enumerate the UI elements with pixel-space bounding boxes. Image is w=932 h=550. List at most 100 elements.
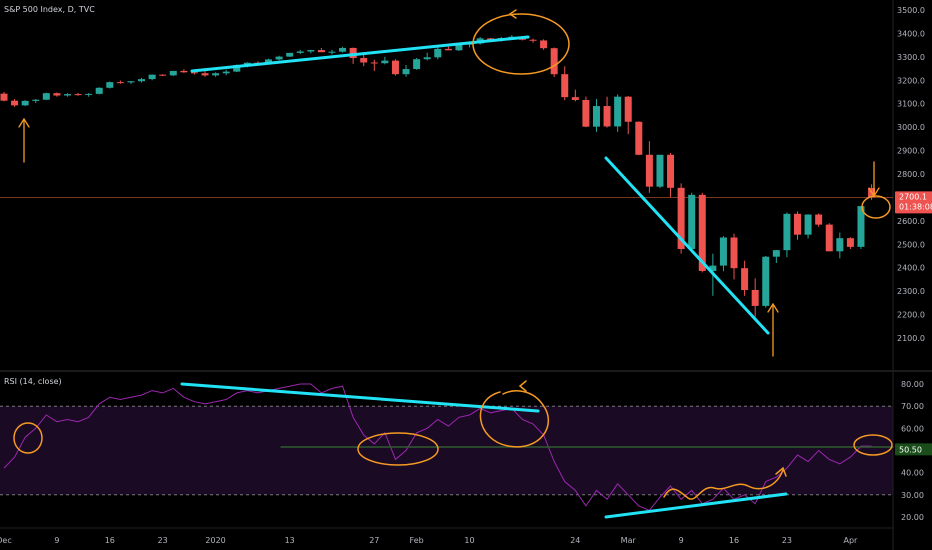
circle-rsi-feb[interactable] bbox=[479, 390, 549, 448]
candle bbox=[603, 96, 611, 128]
time-tick-label: 27 bbox=[369, 536, 379, 545]
candle bbox=[614, 94, 622, 132]
circle-price-last[interactable] bbox=[861, 195, 891, 219]
candle-body bbox=[339, 47, 347, 52]
trendline-price-uptrend[interactable] bbox=[190, 35, 530, 73]
candle-body bbox=[571, 97, 579, 100]
candle-body bbox=[794, 213, 801, 235]
candle-body bbox=[127, 81, 135, 83]
rsi-band bbox=[0, 406, 893, 495]
candle-body bbox=[677, 187, 685, 249]
candle-body bbox=[434, 48, 442, 58]
time-tick-label: 2020 bbox=[205, 536, 225, 545]
candle-body bbox=[53, 93, 61, 96]
candle bbox=[307, 49, 315, 54]
trendline-rsi-down[interactable] bbox=[180, 382, 540, 413]
candle-body bbox=[846, 238, 854, 247]
candle bbox=[741, 260, 749, 296]
rsi-tick-label: 20.00 bbox=[901, 513, 924, 522]
candle-body bbox=[190, 72, 198, 74]
rsi-tick-label: 80.00 bbox=[901, 380, 924, 389]
candle-body bbox=[815, 214, 823, 225]
candle-body bbox=[317, 50, 325, 53]
trendline-rsi-up[interactable] bbox=[604, 492, 788, 519]
price-tick-label: 3500.0 bbox=[897, 6, 925, 15]
candle bbox=[106, 81, 114, 89]
arrow-up-mar-head[interactable] bbox=[767, 302, 779, 313]
time-tick-label: Mar bbox=[621, 536, 637, 545]
time-tick-label: 9 bbox=[54, 536, 59, 545]
circle-rsi-dec[interactable] bbox=[13, 422, 43, 454]
curve-rsi-mar[interactable] bbox=[663, 469, 784, 500]
candle bbox=[762, 256, 770, 308]
candle bbox=[846, 237, 854, 249]
candle-body bbox=[265, 59, 272, 63]
candle-body bbox=[233, 65, 241, 72]
candle bbox=[635, 121, 643, 156]
candle-body bbox=[32, 99, 40, 101]
curve-rsi-mar-arrow[interactable] bbox=[775, 466, 787, 477]
candle bbox=[815, 213, 823, 227]
candle-body bbox=[762, 256, 770, 306]
circle-rsi-last[interactable] bbox=[853, 434, 893, 456]
time-tick-label: Feb bbox=[410, 536, 424, 545]
circle-price-top[interactable] bbox=[472, 13, 570, 75]
candle bbox=[645, 141, 653, 193]
time-axis[interactable]: Dec 9 16 23 2020 13 27 Feb 10 24 Mar 9 16 23 Apr bbox=[0, 536, 858, 545]
price-tick-label: 3100.0 bbox=[897, 100, 925, 109]
candle-body bbox=[719, 237, 727, 266]
candle bbox=[339, 46, 347, 53]
candle bbox=[667, 152, 675, 198]
candle-body bbox=[349, 47, 357, 59]
candle-body bbox=[772, 250, 780, 257]
time-tick-label: 10 bbox=[464, 536, 474, 545]
time-tick-label: 23 bbox=[782, 536, 792, 545]
candle-body bbox=[286, 52, 294, 57]
candle-body bbox=[360, 58, 368, 63]
arrow-up-dec-head[interactable] bbox=[18, 117, 30, 128]
candle-body bbox=[148, 74, 156, 80]
candle-body bbox=[413, 59, 421, 70]
candle-body bbox=[698, 194, 706, 271]
candle bbox=[794, 211, 801, 240]
candle-body bbox=[751, 289, 759, 306]
rsi-last-value: 50.50 bbox=[899, 445, 922, 454]
candle-body bbox=[402, 69, 410, 75]
candle-body bbox=[381, 60, 389, 64]
candle bbox=[0, 92, 8, 102]
candle-body bbox=[391, 60, 399, 75]
candle bbox=[677, 183, 685, 254]
price-axis[interactable]: 3500.0 3400.0 3300.0 3200.0 3100.0 3000.0 2900… bbox=[897, 6, 925, 343]
candle bbox=[32, 99, 40, 104]
time-tick-label: 23 bbox=[158, 536, 168, 545]
candle-body bbox=[42, 93, 50, 100]
candle-body bbox=[222, 71, 230, 74]
candle-body bbox=[550, 48, 558, 75]
candle bbox=[370, 59, 378, 71]
candle-body bbox=[529, 39, 537, 41]
candle-body bbox=[63, 94, 71, 96]
circle-rsi-feb-arrow[interactable] bbox=[518, 380, 527, 392]
trendline-price-downtrend[interactable] bbox=[604, 156, 770, 335]
rsi-tick-label: 70.00 bbox=[901, 402, 924, 411]
rsi-tick-label: 60.00 bbox=[901, 424, 924, 433]
candle-body bbox=[455, 44, 463, 51]
candle bbox=[804, 214, 812, 239]
price-tick-label: 2900.0 bbox=[897, 147, 925, 156]
circle-rsi-jan[interactable] bbox=[357, 432, 439, 466]
candle-body bbox=[275, 56, 283, 60]
circle-price-top-arrow[interactable] bbox=[508, 9, 517, 19]
candle-body bbox=[561, 74, 569, 98]
candle-body bbox=[116, 82, 124, 84]
time-tick-label: Dec bbox=[0, 536, 12, 545]
candle bbox=[402, 65, 410, 77]
candle bbox=[296, 49, 304, 55]
candle-body bbox=[614, 96, 622, 127]
candle-body bbox=[592, 106, 600, 127]
price-tick-label: 2300.0 bbox=[897, 287, 925, 296]
candle bbox=[63, 93, 71, 97]
drawings-group[interactable] bbox=[13, 9, 894, 519]
price-tick-label: 3200.0 bbox=[897, 76, 925, 85]
candle-body bbox=[159, 74, 167, 76]
